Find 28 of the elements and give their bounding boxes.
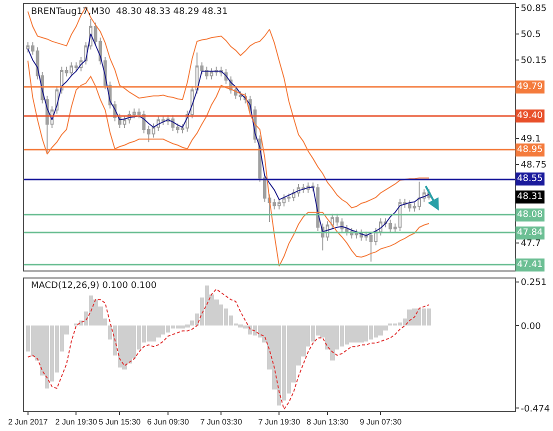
x-tick-label: 5 Jun 15:30 <box>98 418 142 427</box>
y-tick-label: -0.474 <box>520 404 550 414</box>
ref-line-label: 49.79 <box>517 82 544 92</box>
chart-title: MACD(12,26,9) 0.100 0.100 <box>31 281 157 291</box>
line-series <box>27 33 430 236</box>
x-tick-label: 2 Jun 19:30 <box>55 418 98 427</box>
y-tick-label: 0.251 <box>520 278 547 288</box>
y-tick-label: 50.5 <box>520 30 541 40</box>
ref-line-label: 47.84 <box>517 228 544 238</box>
y-tick-label: 49.1 <box>520 134 541 145</box>
y-tick-label: 50.85 <box>520 4 547 14</box>
y-tick-label: 50.15 <box>520 56 547 66</box>
line-series <box>27 288 430 410</box>
ref-line-label: 49.40 <box>517 111 544 121</box>
ref-line-label: 48.08 <box>517 210 544 220</box>
ref-line-label: 48.95 <box>517 145 543 155</box>
x-tick-label: 6 Jun 09:30 <box>147 418 190 427</box>
text: 48.31 <box>517 192 543 202</box>
y-tick-label: 47.7 <box>520 239 541 250</box>
x-tick-label: 9 Jun 07:30 <box>360 418 402 427</box>
x-tick-label: 8 Jun 13:30 <box>306 418 349 427</box>
ref-line-label: 48.55 <box>517 174 543 184</box>
x-tick-label: 7 Jun 03:30 <box>200 418 243 427</box>
x-tick-label: 7 Jun 19:30 <box>258 418 301 427</box>
y-tick-label: 48.75 <box>520 160 547 171</box>
y-tick-label: 0.00 <box>520 322 542 332</box>
x-tick-label: 2 Jun 2017 <box>8 418 48 427</box>
ref-line-label: 47.41 <box>517 260 543 270</box>
